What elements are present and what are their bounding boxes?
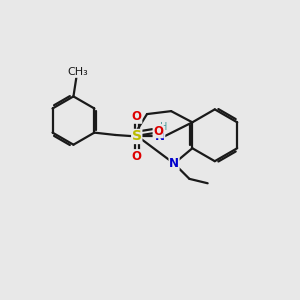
Text: O: O: [132, 150, 142, 163]
Text: S: S: [132, 130, 142, 143]
Text: O: O: [153, 125, 163, 138]
Text: CH₃: CH₃: [68, 67, 88, 77]
Text: O: O: [132, 110, 142, 123]
Text: N: N: [155, 130, 165, 143]
Text: N: N: [169, 157, 179, 170]
Text: H: H: [160, 122, 167, 132]
